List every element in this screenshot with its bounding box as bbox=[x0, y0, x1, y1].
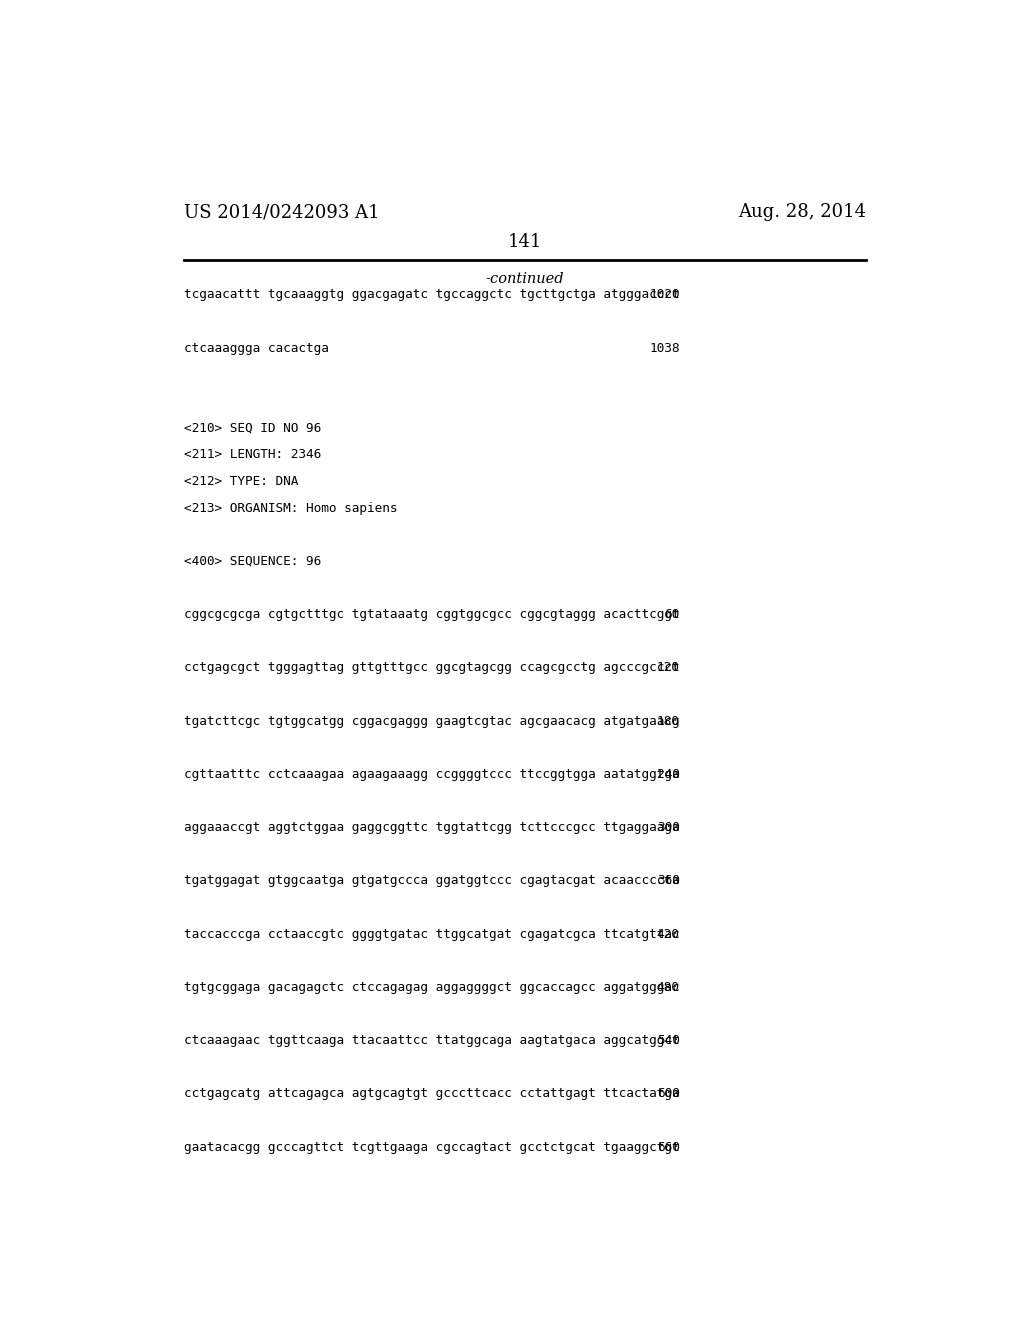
Text: 141: 141 bbox=[508, 232, 542, 251]
Text: 60: 60 bbox=[665, 609, 680, 620]
Text: Aug. 28, 2014: Aug. 28, 2014 bbox=[738, 203, 866, 222]
Text: <213> ORGANISM: Homo sapiens: <213> ORGANISM: Homo sapiens bbox=[183, 502, 397, 515]
Text: ctcaaagaac tggttcaaga ttacaattcc ttatggcaga aagtatgaca aggcatggct: ctcaaagaac tggttcaaga ttacaattcc ttatggc… bbox=[183, 1034, 679, 1047]
Text: <400> SEQUENCE: 96: <400> SEQUENCE: 96 bbox=[183, 554, 321, 568]
Text: cctgagcgct tgggagttag gttgtttgcc ggcgtagcgg ccagcgcctg agcccgccct: cctgagcgct tgggagttag gttgtttgcc ggcgtag… bbox=[183, 661, 679, 675]
Text: gaatacacgg gcccagttct tcgttgaaga cgccagtact gcctctgcat tgaaggctgt: gaatacacgg gcccagttct tcgttgaaga cgccagt… bbox=[183, 1140, 679, 1154]
Text: ctcaaaggga cacactga: ctcaaaggga cacactga bbox=[183, 342, 329, 355]
Text: tcgaacattt tgcaaaggtg ggacgagatc tgccaggctc tgcttgctga atgggaccct: tcgaacattt tgcaaaggtg ggacgagatc tgccagg… bbox=[183, 289, 679, 301]
Text: US 2014/0242093 A1: US 2014/0242093 A1 bbox=[183, 203, 379, 222]
Text: 1038: 1038 bbox=[649, 342, 680, 355]
Text: tgtgcggaga gacagagctc ctccagagag aggaggggct ggcaccagcc aggatgggac: tgtgcggaga gacagagctc ctccagagag aggaggg… bbox=[183, 981, 679, 994]
Text: <210> SEQ ID NO 96: <210> SEQ ID NO 96 bbox=[183, 421, 321, 434]
Text: 300: 300 bbox=[656, 821, 680, 834]
Text: <212> TYPE: DNA: <212> TYPE: DNA bbox=[183, 475, 298, 488]
Text: 240: 240 bbox=[656, 768, 680, 781]
Text: 120: 120 bbox=[656, 661, 680, 675]
Text: cggcgcgcga cgtgctttgc tgtataaatg cggtggcgcc cggcgtaggg acacttcggt: cggcgcgcga cgtgctttgc tgtataaatg cggtggc… bbox=[183, 609, 679, 620]
Text: 420: 420 bbox=[656, 928, 680, 941]
Text: 1020: 1020 bbox=[649, 289, 680, 301]
Text: -continued: -continued bbox=[485, 272, 564, 286]
Text: 180: 180 bbox=[656, 714, 680, 727]
Text: 600: 600 bbox=[656, 1088, 680, 1101]
Text: cgttaatttc cctcaaagaa agaagaaagg ccggggtccc ttccggtgga aatatggtga: cgttaatttc cctcaaagaa agaagaaagg ccggggt… bbox=[183, 768, 679, 781]
Text: 660: 660 bbox=[656, 1140, 680, 1154]
Text: 360: 360 bbox=[656, 874, 680, 887]
Text: 540: 540 bbox=[656, 1034, 680, 1047]
Text: tgatcttcgc tgtggcatgg cggacgaggg gaagtcgtac agcgaacacg atgatgaacg: tgatcttcgc tgtggcatgg cggacgaggg gaagtcg… bbox=[183, 714, 679, 727]
Text: cctgagcatg attcagagca agtgcagtgt gcccttcacc cctattgagt ttcactatga: cctgagcatg attcagagca agtgcagtgt gcccttc… bbox=[183, 1088, 679, 1101]
Text: taccacccga cctaaccgtc ggggtgatac ttggcatgat cgagatcgca ttcatgttac: taccacccga cctaaccgtc ggggtgatac ttggcat… bbox=[183, 928, 679, 941]
Text: 480: 480 bbox=[656, 981, 680, 994]
Text: <211> LENGTH: 2346: <211> LENGTH: 2346 bbox=[183, 449, 321, 461]
Text: tgatggagat gtggcaatga gtgatgccca ggatggtccc cgagtacgat acaaccccta: tgatggagat gtggcaatga gtgatgccca ggatggt… bbox=[183, 874, 679, 887]
Text: aggaaaccgt aggtctggaa gaggcggttc tggtattcgg tcttcccgcc ttgaggaaga: aggaaaccgt aggtctggaa gaggcggttc tggtatt… bbox=[183, 821, 679, 834]
